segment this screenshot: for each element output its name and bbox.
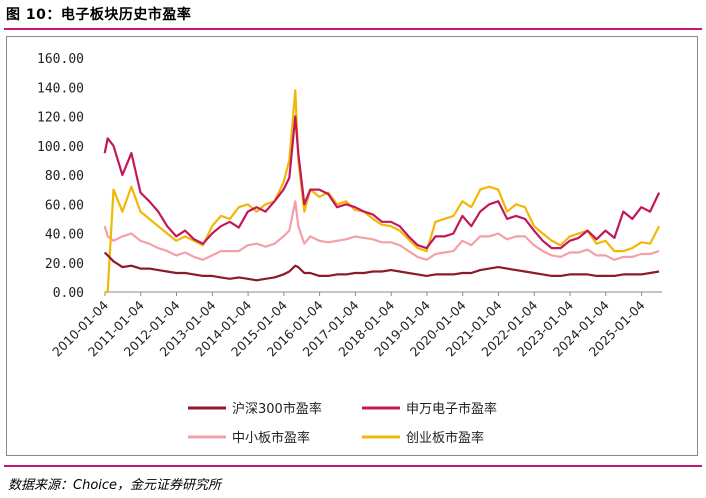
source-note: 数据来源：Choice，金元证券研究所	[8, 478, 222, 493]
y-axis: 0.00 20.00 40.00 60.00 80.00 100.00 120.00 140.…	[37, 52, 84, 301]
series-line-sw_elec	[103, 115, 661, 250]
legend-label-hs300: 沪深300市盈率	[232, 401, 322, 417]
y-tick-label: 140.00	[37, 81, 84, 96]
series-line-smb	[103, 200, 660, 261]
legend-label-sw_elec: 申万电子市盈率	[406, 401, 497, 417]
source-rule	[4, 465, 702, 467]
legend-label-smb: 中小板市盈率	[232, 430, 310, 446]
figure-title: 图 10：电子板块历史市盈率	[6, 7, 192, 23]
legend-label-chinext: 创业板市盈率	[406, 430, 484, 446]
y-tick-label: 120.00	[37, 111, 84, 126]
x-axis: 2010-01-042011-01-042012-01-042013-01-04…	[49, 291, 662, 359]
title-rule	[4, 28, 702, 30]
y-tick-label: 60.00	[45, 198, 84, 213]
series-line-hs300	[103, 251, 660, 282]
y-tick-label: 40.00	[45, 228, 84, 243]
y-tick-label: 100.00	[37, 140, 84, 155]
y-tick-label: 80.00	[45, 169, 84, 184]
chart-frame	[6, 36, 698, 456]
y-tick-label: 20.00	[45, 257, 84, 272]
series-line-chinext	[104, 89, 661, 294]
y-tick-label: 160.00	[37, 52, 84, 67]
series-lines	[103, 89, 661, 294]
y-tick-label: 0.00	[53, 286, 84, 301]
